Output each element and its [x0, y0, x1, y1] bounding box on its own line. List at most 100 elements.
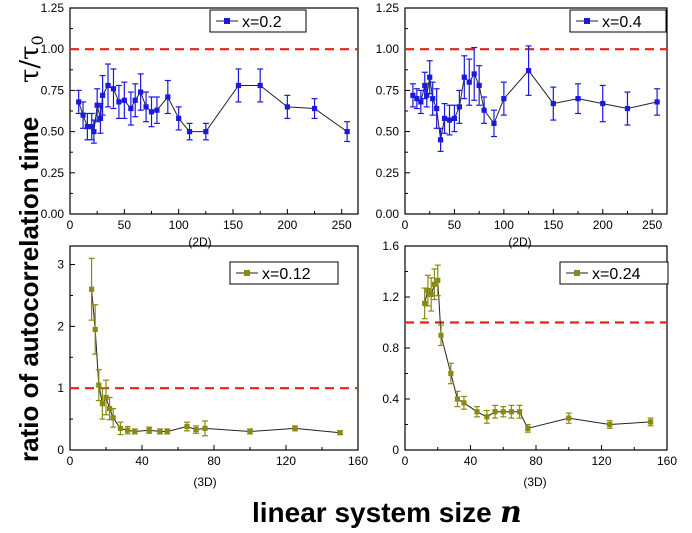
data-point	[474, 409, 480, 415]
y-tick-label: 0.00	[41, 207, 65, 221]
data-point	[284, 104, 290, 110]
data-point	[448, 370, 454, 377]
panel-sublabel: (3D)	[523, 475, 546, 489]
data-point	[431, 281, 438, 287]
y-tick-label: 0.50	[41, 125, 65, 139]
data-point	[508, 409, 515, 415]
data-point	[176, 115, 182, 122]
data-point	[96, 382, 102, 388]
data-point	[430, 96, 436, 102]
x-tick-label: 0	[402, 218, 409, 232]
data-point	[456, 104, 462, 110]
legend-marker	[574, 270, 580, 276]
legend-marker	[224, 18, 230, 24]
y-tick-label: 0	[57, 443, 64, 457]
legend-label: x=0.4	[602, 14, 642, 31]
data-point	[202, 425, 208, 431]
x-tick-label: 100	[494, 218, 514, 232]
data-point	[117, 425, 123, 431]
data-point	[471, 71, 477, 77]
data-point	[484, 414, 490, 420]
series-line	[91, 289, 341, 434]
data-point	[428, 291, 434, 298]
data-point	[110, 86, 117, 92]
legend: x=0.12	[229, 261, 339, 285]
data-point	[100, 92, 106, 98]
figure-ylabel-symbol: τ/τ0	[15, 35, 47, 83]
data-point	[492, 409, 498, 415]
panel-1: 0 50 100 150 200 250 0.00 0.25 0.50 0.75 1.00 1.25 (…	[41, 1, 359, 249]
x-tick-label: 0	[402, 454, 409, 468]
data-point	[121, 97, 127, 103]
data-point	[446, 117, 453, 123]
data-point	[525, 68, 532, 74]
data-point	[143, 104, 149, 110]
legend-label: x=0.2	[242, 14, 282, 31]
data-point	[466, 79, 472, 85]
data-point	[517, 409, 523, 415]
data-point	[476, 82, 482, 89]
x-tick-label: 80	[529, 454, 543, 468]
figure-ylabel: ratio of autocorrelation time τ/τ0	[14, 35, 47, 462]
data-point	[116, 99, 122, 105]
data-point	[525, 425, 531, 431]
data-point	[435, 277, 441, 284]
data-point	[76, 99, 82, 105]
data-point	[422, 82, 428, 89]
data-point	[344, 129, 350, 135]
data-point	[99, 401, 105, 407]
data-point	[97, 115, 104, 122]
y-tick-label: 0.25	[376, 166, 400, 180]
y-tick-label: 0	[392, 443, 399, 457]
data-point	[146, 427, 152, 433]
figure-xlabel: linear system size n	[252, 495, 522, 530]
legend: x=0.24	[559, 261, 669, 285]
figure-xlabel-symbol: n	[500, 495, 522, 530]
x-tick-label: 120	[591, 454, 611, 468]
data-point	[427, 74, 433, 80]
panels: 0 50 100 150 200 2500.000.250.500.751.001.25(…	[41, 1, 678, 489]
legend-box	[569, 9, 667, 33]
data-point	[247, 428, 253, 435]
data-point	[424, 92, 430, 98]
legend-box	[229, 261, 339, 285]
data-point	[138, 89, 144, 95]
legend: x=0.4	[569, 9, 667, 33]
x-tick-label: 150	[543, 218, 563, 232]
data-point	[600, 100, 606, 107]
data-point	[575, 96, 581, 102]
data-point	[337, 430, 343, 436]
y-tick-label: 0.25	[41, 166, 65, 180]
figure-xlabel-text: linear system size	[252, 497, 492, 528]
y-tick-label: 0.00	[376, 207, 400, 221]
panel-sublabel: (2D)	[508, 235, 531, 249]
y-tick-label: 1.25	[376, 1, 400, 15]
panel-4: 0 40 80 120 160 0 0.4 0.8 1.2 1.6 (3D) x=0.24	[382, 239, 677, 489]
data-point	[235, 82, 242, 89]
y-tick-label: 1.2	[382, 290, 399, 304]
data-point	[157, 428, 163, 435]
data-point	[164, 428, 170, 435]
data-point	[438, 332, 444, 338]
y-tick-label: 2	[57, 319, 64, 333]
data-point	[148, 109, 155, 115]
data-point	[410, 92, 416, 98]
x-tick-label: 160	[348, 454, 368, 468]
data-point	[110, 415, 116, 421]
x-tick-label: 40	[464, 454, 478, 468]
data-point	[311, 105, 318, 112]
y-tick-label: 1.00	[41, 42, 65, 56]
x-tick-label: 0	[67, 218, 74, 232]
x-tick-label: 150	[223, 218, 243, 232]
data-point	[292, 425, 298, 431]
x-tick-label: 160	[657, 454, 677, 468]
y-tick-label: 1.25	[41, 1, 65, 15]
data-point	[154, 107, 160, 113]
data-point	[500, 409, 506, 415]
data-point	[91, 129, 97, 135]
data-point	[92, 326, 98, 333]
y-tick-label: 1	[57, 381, 64, 395]
data-point	[461, 74, 467, 80]
data-point	[257, 82, 263, 89]
